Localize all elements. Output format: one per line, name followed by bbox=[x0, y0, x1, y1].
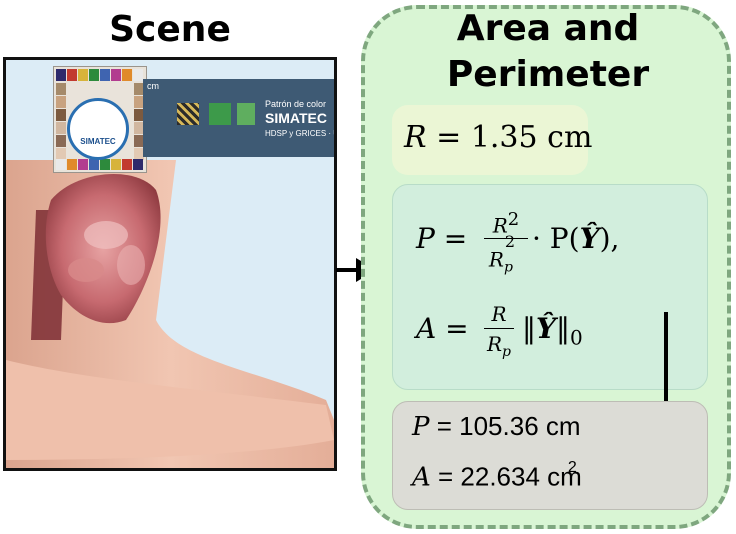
area-result-exp: 2 bbox=[567, 459, 577, 476]
uis-logo bbox=[237, 103, 255, 125]
color-swatch bbox=[56, 69, 66, 81]
area-title-line-1: Area and bbox=[456, 8, 640, 49]
color-swatch bbox=[122, 159, 132, 170]
color-swatch bbox=[134, 96, 144, 108]
perimeter-den: Rp 2 bbox=[484, 232, 528, 280]
perimeter-rhs: · P(Ŷ), bbox=[532, 222, 619, 256]
perimeter-formula: P = bbox=[416, 222, 467, 256]
perimeter-eq: = bbox=[434, 222, 468, 255]
radius-eq: = bbox=[426, 120, 471, 155]
area-fraction-bar bbox=[484, 328, 514, 329]
ruler-line-2: SIMATEC bbox=[265, 110, 327, 126]
color-swatch bbox=[122, 69, 132, 81]
radius-box bbox=[392, 105, 588, 175]
area-norm-close: ‖ bbox=[556, 312, 570, 345]
radius-value: 1.35 cm bbox=[470, 120, 593, 155]
perimeter-rhs-text: · P( bbox=[532, 222, 580, 255]
color-swatch bbox=[56, 83, 66, 95]
color-swatch bbox=[111, 159, 121, 170]
color-swatch bbox=[56, 148, 66, 160]
area-norm-open: ‖ bbox=[522, 312, 536, 345]
perimeter-num-exp: 2 bbox=[507, 209, 520, 230]
color-swatch bbox=[134, 83, 144, 95]
perimeter-result-value: = 105.36 cm bbox=[429, 411, 581, 441]
color-swatch bbox=[56, 122, 66, 134]
area-title-line-2: Perimeter bbox=[446, 54, 650, 95]
color-swatch bbox=[78, 69, 88, 81]
color-swatch bbox=[100, 159, 110, 170]
ruler-line-3: HDSP y GRICES · UIS bbox=[265, 129, 334, 138]
color-chart-grid bbox=[56, 69, 144, 170]
color-swatch bbox=[56, 96, 66, 108]
area-result-value: = 22.634 cm bbox=[430, 461, 582, 492]
radius-var: R bbox=[404, 120, 427, 155]
ruler-unit: cm bbox=[147, 81, 159, 91]
area-result-var: A bbox=[412, 462, 431, 493]
perimeter-result-var: P bbox=[412, 412, 430, 442]
color-swatch bbox=[100, 69, 110, 81]
result-box bbox=[392, 401, 708, 510]
perimeter-y-hat: Ŷ bbox=[579, 222, 600, 255]
perimeter-tail: ), bbox=[599, 222, 620, 255]
area-fraction: R Rp bbox=[484, 298, 514, 368]
area-den-var: R bbox=[486, 332, 503, 356]
formula-box bbox=[392, 184, 708, 390]
area-result: A = 22.634 cm2 bbox=[412, 456, 591, 494]
institution-logo bbox=[209, 103, 231, 125]
color-swatch bbox=[67, 159, 77, 170]
perimeter-result: P = 105.36 cm bbox=[412, 410, 581, 443]
area-lhs: A bbox=[416, 312, 437, 345]
color-swatch bbox=[111, 69, 121, 81]
perimeter-fraction: R2 Rp 2 bbox=[484, 200, 528, 276]
color-swatch bbox=[89, 159, 99, 170]
radius-equation: R = 1.35 cm bbox=[404, 118, 592, 158]
perimeter-fraction-bar bbox=[484, 238, 528, 239]
perimeter-lhs: P bbox=[416, 222, 435, 255]
perimeter-den-sub: p bbox=[503, 259, 513, 276]
ruler-line-1: Patrón de color bbox=[265, 99, 327, 109]
perimeter-den-var: R bbox=[488, 247, 504, 272]
simatec-logo: SIMATEC bbox=[67, 98, 129, 160]
color-swatch bbox=[134, 109, 144, 121]
color-swatch bbox=[133, 69, 143, 81]
color-swatch bbox=[134, 122, 144, 134]
area-den-sub: p bbox=[502, 344, 512, 360]
foot bbox=[6, 360, 334, 460]
color-swatch bbox=[134, 148, 144, 160]
area-title: Area and Perimeter bbox=[398, 6, 698, 98]
logo-text: SIMATEC bbox=[80, 137, 116, 146]
area-norm-sub: 0 bbox=[570, 325, 583, 350]
scene-title: Scene bbox=[109, 9, 231, 50]
color-calibration-card: SIMATEC bbox=[53, 66, 147, 173]
scene-photo: SIMATEC cm Patrón de color SIMATEC HDSP … bbox=[3, 57, 337, 471]
area-den: Rp bbox=[484, 332, 514, 364]
color-swatch bbox=[56, 135, 66, 147]
perimeter-num: R2 bbox=[484, 208, 528, 238]
color-swatch bbox=[56, 109, 66, 121]
perimeter-den-exp: 2 bbox=[504, 232, 516, 251]
area-y-hat: Ŷ bbox=[536, 312, 556, 345]
area-eq: = bbox=[436, 312, 469, 345]
area-num: R bbox=[491, 302, 507, 326]
color-swatch bbox=[89, 69, 99, 81]
perimeter-num-var: R bbox=[492, 213, 508, 238]
color-swatch bbox=[67, 69, 77, 81]
area-rhs: ‖Ŷ‖0 bbox=[522, 312, 583, 355]
color-swatch bbox=[134, 135, 144, 147]
area-formula: A = bbox=[416, 312, 469, 346]
qr-logo bbox=[177, 103, 199, 125]
calibration-ruler: cm Patrón de color SIMATEC HDSP y GRICES… bbox=[143, 79, 334, 157]
color-swatch bbox=[133, 159, 143, 170]
color-swatch bbox=[56, 159, 66, 170]
color-swatch bbox=[78, 159, 88, 170]
